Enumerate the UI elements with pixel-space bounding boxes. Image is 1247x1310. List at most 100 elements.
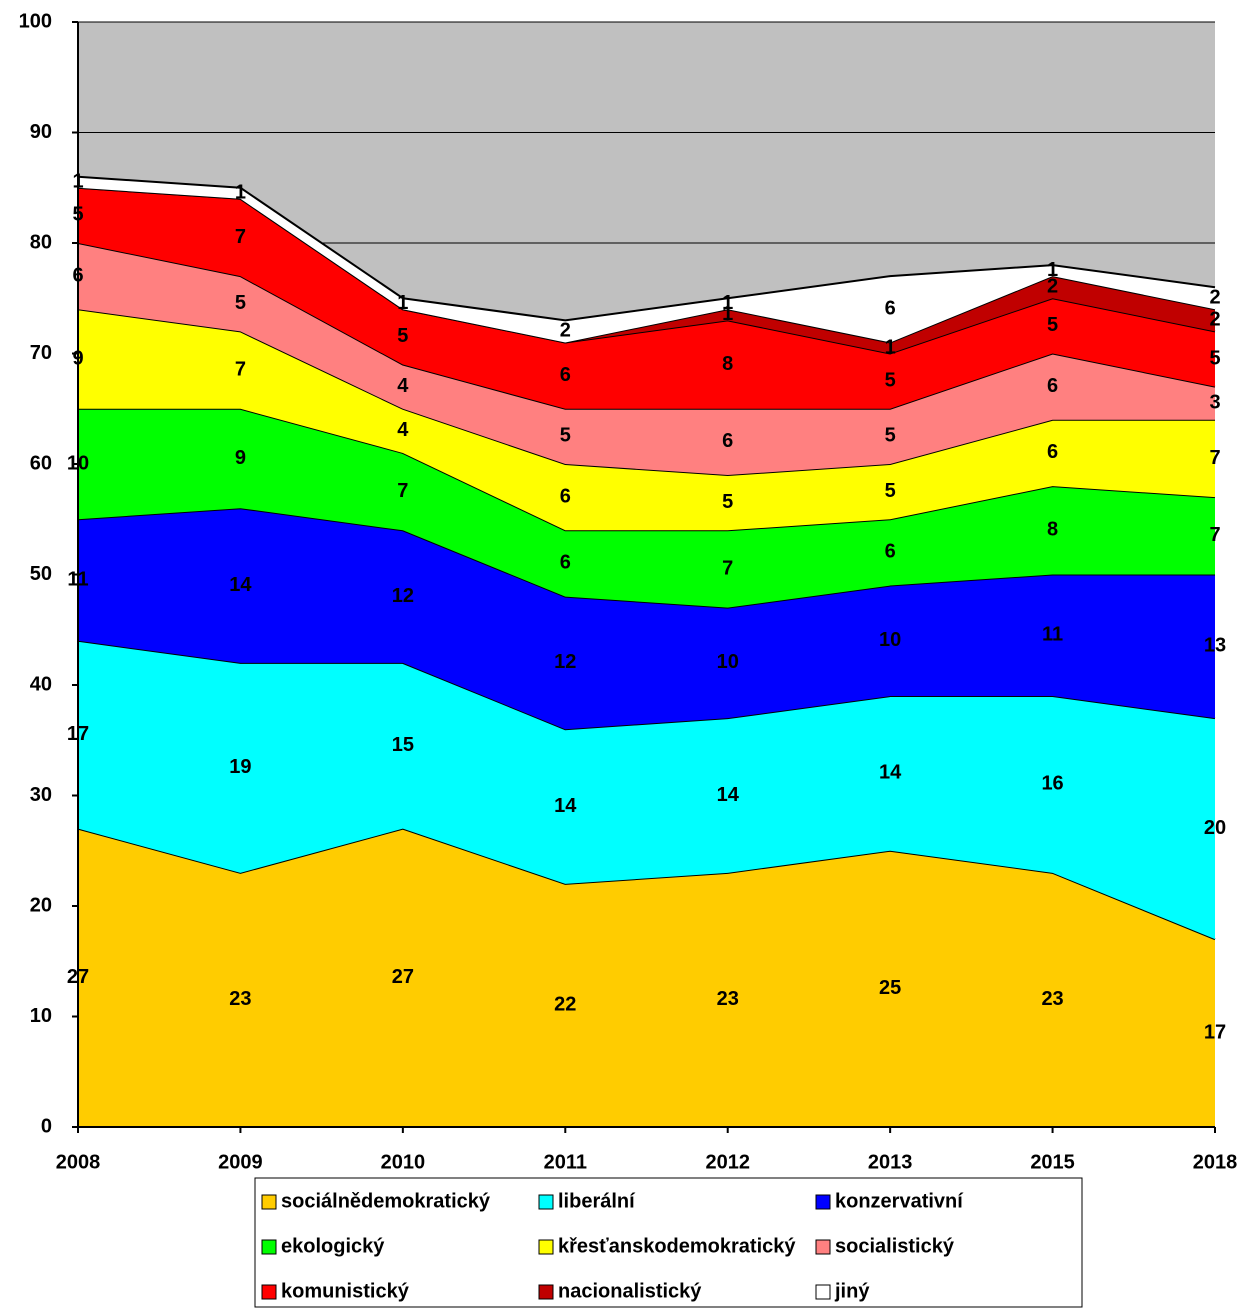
data-label: 7: [1209, 447, 1220, 469]
y-tick-label: 30: [30, 784, 52, 806]
data-label: 19: [229, 756, 251, 778]
data-label: 4: [397, 375, 409, 397]
data-label: 14: [717, 784, 740, 806]
data-label: 5: [560, 425, 571, 447]
data-label: 23: [717, 988, 739, 1010]
y-tick-label: 70: [30, 342, 52, 364]
y-tick-label: 100: [19, 10, 52, 32]
data-label: 7: [235, 358, 246, 380]
data-label: 14: [554, 795, 577, 817]
data-label: 6: [560, 485, 571, 507]
legend-swatch: [815, 1239, 831, 1255]
legend-label: nacionalistický: [558, 1280, 702, 1302]
x-tick-label: 2008: [56, 1151, 101, 1173]
data-label: 6: [885, 298, 896, 320]
area: [78, 408, 1215, 608]
data-label: 10: [717, 651, 739, 673]
data-label: 1: [722, 292, 733, 314]
data-label: 5: [722, 491, 733, 513]
data-label: 4: [397, 419, 409, 441]
legend-swatch: [815, 1284, 831, 1300]
x-tick-label: 2013: [868, 1151, 913, 1173]
legend-label: konzervativní: [835, 1190, 964, 1212]
x-tick-label: 2010: [381, 1151, 426, 1173]
area: [78, 243, 1215, 476]
y-tick-label: 0: [41, 1115, 52, 1137]
data-label: 2: [560, 320, 571, 342]
area: [78, 187, 1215, 409]
data-label: 11: [1042, 624, 1063, 646]
legend-label: ekologický: [281, 1235, 385, 1257]
x-tick-label: 2015: [1030, 1151, 1075, 1173]
legend-label: komunistický: [281, 1280, 410, 1302]
y-tick-label: 80: [30, 231, 52, 253]
data-label: 5: [1209, 347, 1220, 369]
data-label: 12: [554, 651, 576, 673]
data-label: 6: [1047, 441, 1058, 463]
legend-label: socialistický: [835, 1235, 955, 1257]
data-label: 5: [885, 369, 896, 391]
data-label: 2: [1209, 287, 1220, 309]
legend-label: křesťanskodemokratický: [558, 1235, 796, 1257]
data-label: 12: [392, 585, 414, 607]
legend-swatch: [538, 1194, 554, 1210]
data-label: 22: [554, 994, 576, 1016]
legend-swatch: [538, 1239, 554, 1255]
y-tick-label: 60: [30, 452, 52, 474]
data-label: 3: [1209, 392, 1220, 414]
data-label: 5: [1047, 314, 1058, 336]
data-label: 2: [1209, 309, 1220, 331]
data-label: 7: [235, 226, 246, 248]
area: [78, 640, 1215, 940]
data-label: 14: [229, 574, 252, 596]
data-label: 1: [1047, 259, 1058, 281]
area: [78, 176, 1215, 343]
data-label: 1: [235, 182, 246, 204]
area-edge: [77, 175, 1216, 322]
x-tick-label: 2011: [544, 1151, 587, 1173]
legend-swatch: [261, 1194, 277, 1210]
y-tick-label: 40: [30, 673, 52, 695]
data-label: 8: [722, 353, 733, 375]
data-label: 1: [397, 292, 408, 314]
data-label: 10: [879, 629, 901, 651]
data-label: 27: [392, 966, 414, 988]
data-label: 23: [1041, 988, 1063, 1010]
x-tick-label: 2009: [218, 1151, 263, 1173]
legend-label: jiný: [834, 1280, 870, 1302]
legend-label: sociálnědemokratický: [281, 1190, 491, 1212]
area: [78, 309, 1215, 531]
data-label: 6: [722, 430, 733, 452]
data-label: 9: [235, 447, 246, 469]
y-tick-label: 90: [30, 121, 52, 143]
data-label: 5: [397, 325, 408, 347]
data-label: 1: [722, 303, 733, 325]
legend-box: [254, 1177, 1083, 1308]
y-tick-label: 50: [30, 563, 52, 585]
data-label: 23: [229, 988, 251, 1010]
legend-swatch: [815, 1194, 831, 1210]
legend-swatch: [538, 1284, 554, 1300]
data-label: 1: [885, 336, 896, 358]
legend-swatch: [261, 1239, 277, 1255]
data-label: 13: [1204, 635, 1226, 657]
data-label: 7: [1209, 524, 1220, 546]
data-label: 5: [885, 480, 896, 502]
data-label: 25: [879, 977, 901, 999]
x-tick-label: 2018: [1193, 1151, 1238, 1173]
data-label: 14: [879, 762, 902, 784]
data-label: 20: [1204, 817, 1226, 839]
data-label: 2: [1047, 275, 1058, 297]
area: [78, 828, 1215, 1127]
data-label: 6: [1047, 375, 1058, 397]
data-label: 6: [560, 364, 571, 386]
data-label: 16: [1041, 773, 1063, 795]
data-label: 5: [885, 425, 896, 447]
data-label: 15: [392, 734, 414, 756]
data-label: 6: [885, 541, 896, 563]
data-label: 17: [1204, 1021, 1226, 1043]
area: [78, 508, 1215, 730]
data-label: 6: [560, 552, 571, 574]
data-label: 7: [397, 480, 408, 502]
